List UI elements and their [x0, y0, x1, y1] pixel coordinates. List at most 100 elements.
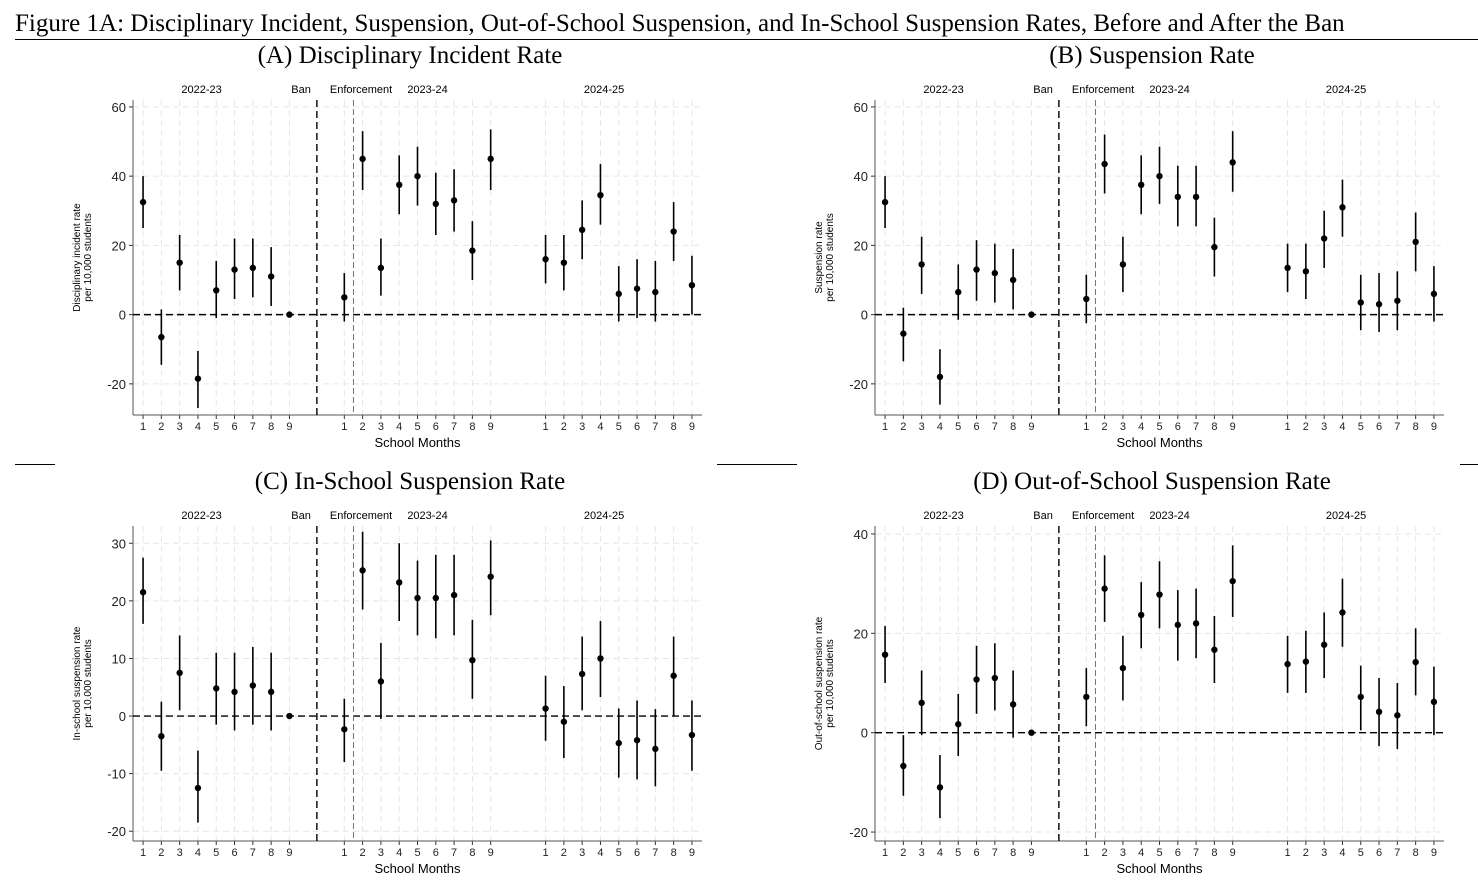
x-tick-label: 6 [1376, 421, 1382, 433]
year-label: 2023-24 [1149, 510, 1189, 522]
x-tick-label: 6 [973, 847, 979, 859]
point [936, 373, 944, 381]
point [881, 651, 889, 658]
point [1119, 261, 1127, 268]
point [1302, 268, 1310, 275]
x-tick-label: 5 [414, 421, 420, 433]
y-tick-label: 0 [119, 709, 126, 724]
year-label: 2024-25 [584, 510, 624, 522]
y-tick-label: 0 [119, 308, 126, 323]
x-tick-label: 1 [1083, 421, 1089, 433]
point [542, 705, 549, 712]
x-tick-label: 4 [937, 421, 943, 433]
y-axis-label: Disciplinary incident rateper 10,000 stu… [72, 203, 94, 312]
x-tick-label: 8 [469, 421, 475, 433]
x-tick-label: 9 [286, 421, 292, 433]
x-tick-label: 1 [140, 847, 146, 859]
point [1138, 611, 1145, 619]
x-tick-label: 7 [1394, 421, 1400, 433]
y-axis-label: Suspension rateper 10,000 students [814, 213, 836, 301]
point [1339, 204, 1346, 211]
x-tick-label: 8 [1211, 847, 1217, 859]
point [469, 247, 476, 254]
point [267, 273, 275, 280]
point [900, 762, 907, 770]
x-tick-label: 3 [1120, 847, 1126, 859]
point [396, 181, 403, 189]
point [176, 259, 183, 266]
point [597, 655, 604, 662]
point [881, 198, 889, 206]
x-tick-label: 9 [488, 421, 494, 433]
x-tick-label: 8 [1211, 421, 1217, 433]
divider [1460, 464, 1478, 465]
point [1138, 181, 1145, 189]
y-tick-label: -10 [107, 767, 126, 782]
year-label: 2022-23 [923, 84, 963, 96]
point [1357, 693, 1364, 701]
x-tick-label: 9 [1431, 421, 1437, 433]
y-tick-label: 10 [112, 651, 126, 666]
x-tick-label: 3 [177, 847, 183, 859]
point [341, 726, 348, 733]
x-tick-label: 9 [1230, 847, 1236, 859]
point [1156, 172, 1163, 180]
x-tick-label: 2 [561, 421, 567, 433]
point [1430, 290, 1438, 298]
point [991, 269, 999, 277]
point [1394, 712, 1401, 719]
x-tick-label: 8 [1413, 847, 1419, 859]
x-tick-label: 1 [341, 421, 347, 433]
point [973, 266, 980, 273]
x-tick-label: 1 [543, 421, 549, 433]
point [1174, 193, 1181, 201]
x-tick-label: 4 [1339, 847, 1345, 859]
x-tick-label: 2 [900, 847, 906, 859]
point [1192, 193, 1200, 201]
point [1302, 658, 1310, 665]
point [194, 784, 202, 792]
point [359, 567, 366, 574]
panel-a: (A) Disciplinary Incident Rate -20 0 20 40 6… [60, 42, 760, 454]
y-tick-label: 0 [861, 308, 868, 323]
point [900, 330, 907, 337]
x-tick-label: 5 [213, 421, 219, 433]
point [1101, 585, 1108, 592]
point [249, 682, 257, 689]
point [633, 737, 641, 744]
ban-label: Ban [1033, 510, 1053, 522]
x-tick-label: 4 [396, 421, 402, 433]
point [1320, 235, 1328, 242]
point [1357, 299, 1364, 306]
point [633, 285, 641, 292]
point [249, 264, 257, 272]
x-tick-label: 7 [451, 847, 457, 859]
x-tick-label: 6 [433, 847, 439, 859]
point [1156, 591, 1163, 598]
point [955, 288, 962, 296]
x-axis-label: School Months [1117, 861, 1203, 876]
point [615, 739, 622, 747]
point [1375, 708, 1383, 716]
x-tick-label: 2 [158, 847, 164, 859]
y-tick-label: 20 [854, 238, 868, 253]
point [1009, 276, 1017, 284]
point [1192, 620, 1200, 627]
point [1394, 297, 1401, 304]
point [432, 200, 439, 208]
x-tick-label: 6 [634, 847, 640, 859]
enforcement-label: Enforcement [330, 510, 392, 522]
point [286, 712, 293, 720]
x-tick-label: 4 [1138, 421, 1144, 433]
point [560, 259, 568, 266]
point [414, 594, 421, 602]
x-tick-label: 7 [992, 421, 998, 433]
x-tick-label: 7 [652, 421, 658, 433]
x-tick-label: 3 [378, 421, 384, 433]
point [936, 784, 944, 791]
panel-title: (D) Out-of-School Suspension Rate [973, 468, 1331, 495]
point [1083, 693, 1090, 701]
x-tick-label: 8 [671, 421, 677, 433]
y-tick-label: -20 [849, 377, 868, 392]
x-tick-label: 2 [1102, 421, 1108, 433]
